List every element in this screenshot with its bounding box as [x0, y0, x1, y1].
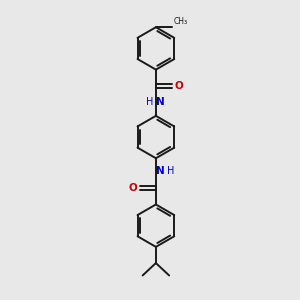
Text: N: N: [157, 167, 165, 176]
Text: H: H: [167, 167, 175, 176]
Text: N: N: [157, 97, 165, 107]
Text: H: H: [146, 97, 154, 107]
Text: O: O: [129, 183, 138, 193]
Text: CH₃: CH₃: [174, 17, 188, 26]
Text: O: O: [174, 81, 183, 91]
